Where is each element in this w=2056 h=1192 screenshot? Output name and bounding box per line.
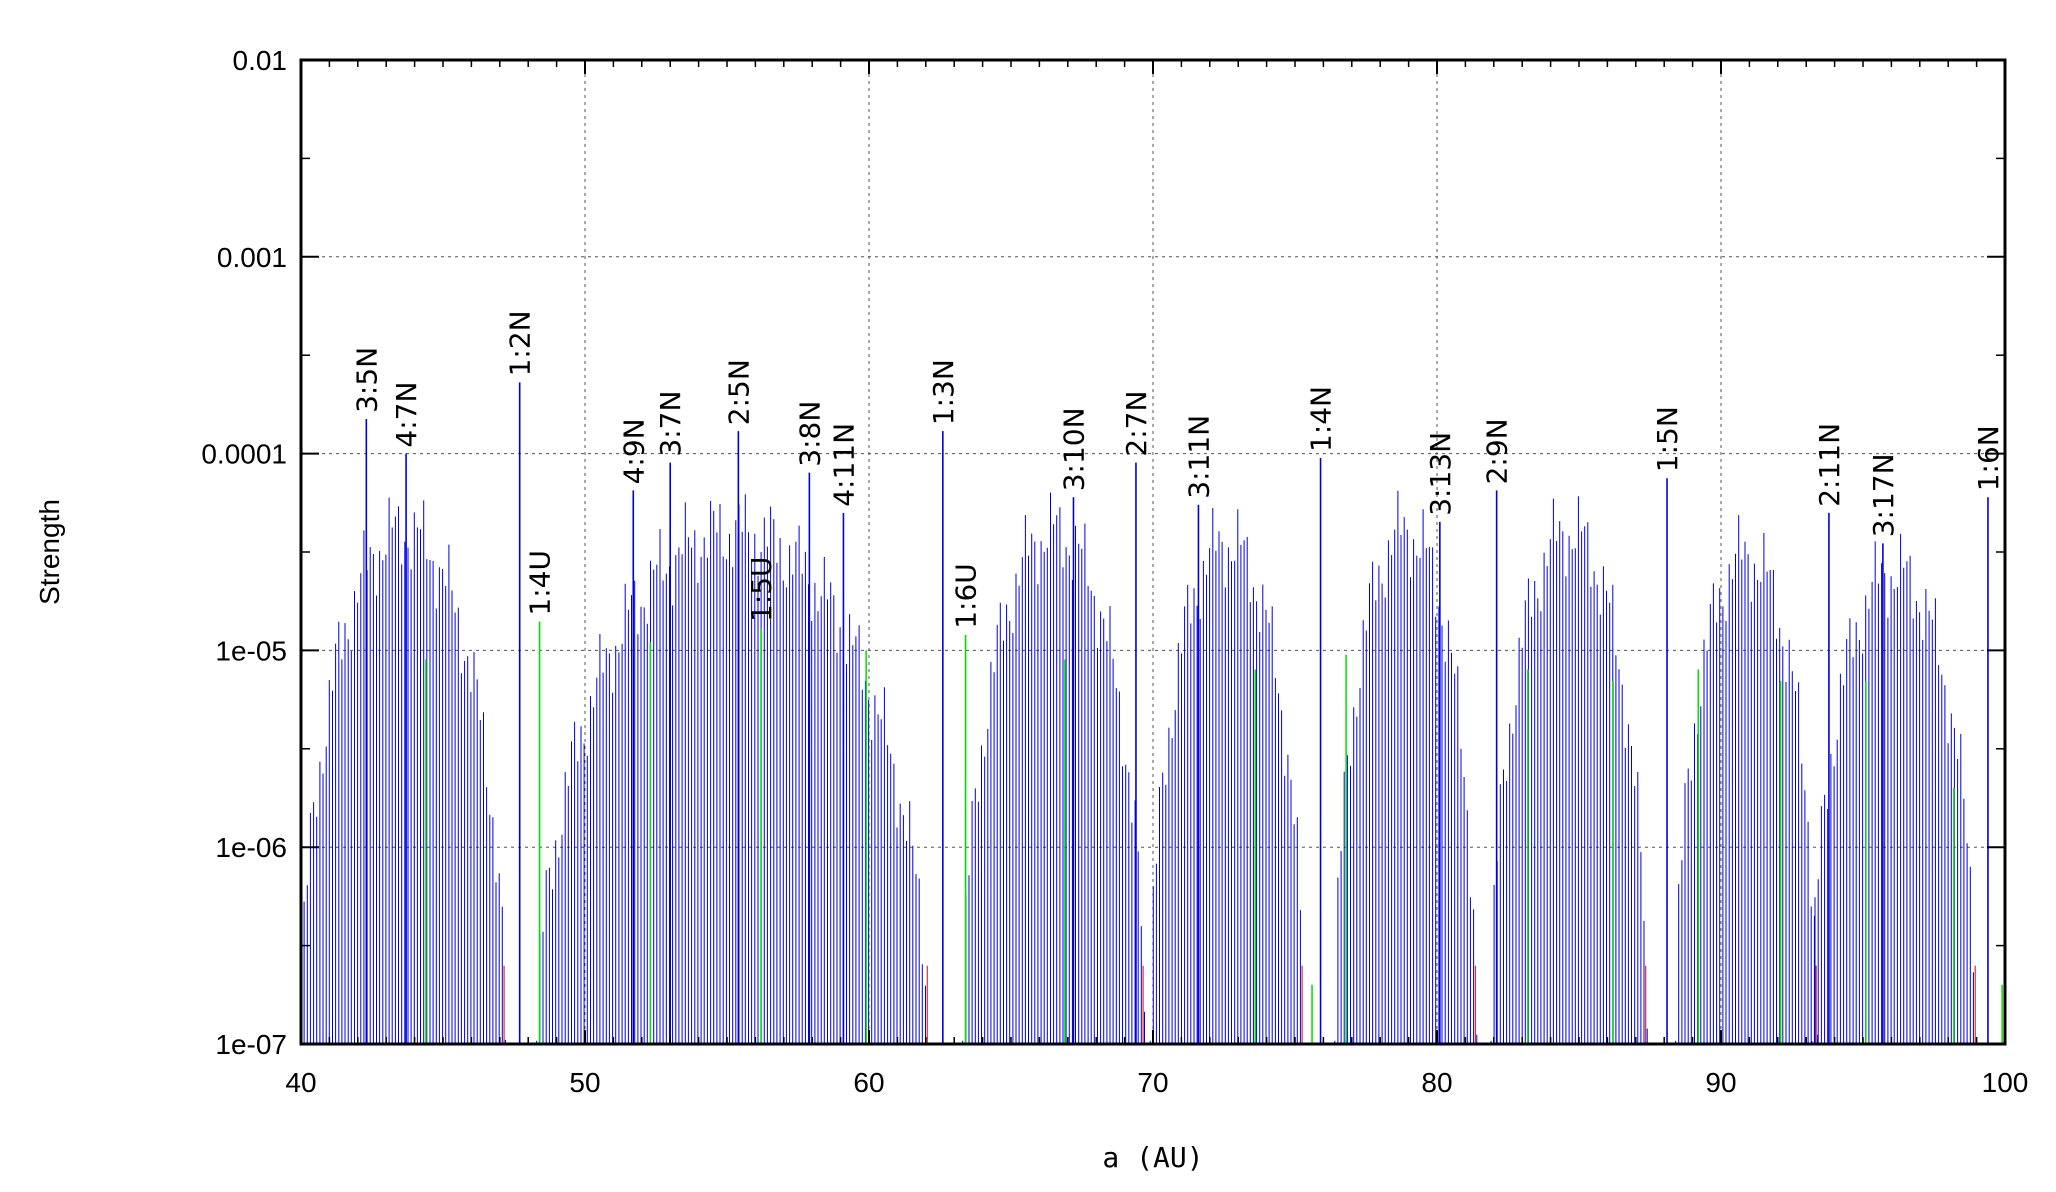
resonance-cluster <box>1675 515 1819 1044</box>
resonance-label: 2:7N <box>1120 391 1153 457</box>
resonance-label: 3:5N <box>350 347 383 413</box>
resonance-label: 2:11N <box>1813 423 1846 507</box>
resonance-label: 1:6U <box>950 563 983 629</box>
x-tick-label: 80 <box>1421 1067 1452 1098</box>
resonance-cluster <box>1149 508 1301 1044</box>
x-tick-label: 70 <box>1137 1067 1168 1098</box>
y-tick-label: 0.001 <box>217 242 287 273</box>
resonance-label: 1:3N <box>927 359 960 425</box>
y-tick-label: 1e-05 <box>215 635 287 666</box>
resonance-cluster <box>962 492 1145 1044</box>
resonance-label: 1:2N <box>504 310 537 376</box>
y-tick-labels: 1e-07 1e-06 1e-05 0.0001 0.001 0.01 <box>201 45 287 1060</box>
resonance-label: 3:8N <box>793 401 826 467</box>
y-tick-label: 0.0001 <box>201 439 287 470</box>
resonance-label: 1:4N <box>1305 386 1338 452</box>
x-tick-label: 100 <box>1982 1067 2029 1098</box>
labeled-resonances <box>365 382 1989 1044</box>
resonance-cluster <box>1811 533 1974 1044</box>
resonance-label: 4:11N <box>827 423 860 507</box>
resonance-label: 3:13N <box>1424 432 1457 516</box>
resonance-cluster <box>536 494 926 1044</box>
x-tick-label: 40 <box>285 1067 316 1098</box>
resonance-cluster <box>1334 490 1478 1044</box>
secondary-resonances <box>425 642 2003 1044</box>
resonance-clusters <box>300 490 1976 1044</box>
resonance-label: 2:9N <box>1481 418 1514 484</box>
x-tick-labels: 40 50 60 70 80 90 100 <box>285 1067 2028 1098</box>
resonance-label: 3:10N <box>1058 407 1091 491</box>
resonance-label: 4:9N <box>617 418 650 484</box>
x-tick-label: 60 <box>853 1067 884 1098</box>
x-tick-label: 90 <box>1705 1067 1736 1098</box>
resonance-label: 3:17N <box>1867 453 1900 537</box>
y-tick-label: 1e-06 <box>215 832 287 863</box>
x-axis-label: a (AU) <box>1102 1141 1203 1174</box>
y-tick-label: 1e-07 <box>215 1029 287 1060</box>
resonance-label: 1:6N <box>1972 425 2005 491</box>
y-tick-label: 0.01 <box>233 45 288 76</box>
resonance-label: 4:7N <box>390 382 423 448</box>
resonance-label: 2:5N <box>722 359 755 425</box>
resonance-label: 3:11N <box>1182 415 1215 499</box>
resonance-label: 1:5N <box>1651 406 1684 472</box>
resonance-label: 1:5U <box>745 556 778 622</box>
resonance-cluster <box>300 497 506 1044</box>
resonance-annotations: 3:5N4:7N 1:2N 1:4U 4:9N 3:7N 2:5N 1:5U 3:8N 4:11… <box>350 310 2005 628</box>
resonance-label: 3:7N <box>654 391 687 457</box>
axis-ticks <box>300 59 2006 1045</box>
resonance-cluster <box>1490 496 1648 1044</box>
resonance-label: 1:4U <box>524 550 557 616</box>
y-axis-label: Strength <box>34 499 65 605</box>
x-tick-label: 50 <box>569 1067 600 1098</box>
